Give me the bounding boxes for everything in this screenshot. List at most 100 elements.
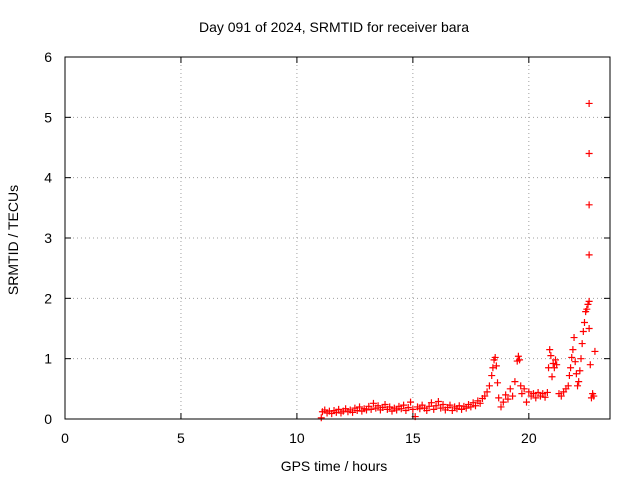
data-point [549, 359, 557, 367]
y-tick-label: 5 [44, 109, 52, 125]
chart-title: Day 091 of 2024, SRMTID for receiver bar… [199, 19, 469, 35]
data-point [407, 398, 415, 406]
data-point [481, 392, 489, 400]
data-point [565, 372, 573, 380]
data-point [425, 402, 433, 410]
data-point [476, 399, 484, 407]
data-point [381, 401, 389, 409]
data-point [585, 150, 593, 158]
data-point [564, 382, 572, 390]
data-point [539, 390, 547, 398]
data-point [362, 406, 370, 414]
data-point [583, 305, 591, 313]
data-point [514, 352, 522, 360]
data-point [488, 372, 496, 380]
data-point [400, 401, 408, 409]
x-axis-label: GPS time / hours [281, 458, 388, 474]
data-point [553, 361, 561, 369]
y-tick-label: 3 [44, 230, 52, 246]
data-point [491, 353, 499, 361]
data-point [397, 405, 405, 413]
data-point [574, 382, 582, 390]
y-tick-label: 1 [44, 351, 52, 367]
grid [65, 57, 610, 419]
data-point [520, 385, 528, 393]
data-point [547, 352, 555, 360]
data-point [427, 399, 435, 407]
data-point [467, 403, 475, 411]
data-point [409, 405, 417, 413]
data-point [495, 394, 503, 402]
x-tick-label: 0 [61, 430, 69, 446]
data-point [568, 353, 576, 361]
y-tick-label: 2 [44, 290, 52, 306]
data-point [494, 379, 502, 387]
data-point [446, 401, 454, 409]
axes: 0 5 10 15 20 0 1 2 3 4 5 6 [44, 49, 611, 446]
data-point [543, 388, 551, 396]
data-point [423, 407, 431, 415]
data-point [532, 394, 540, 402]
data-point [557, 392, 565, 400]
data-point [584, 300, 592, 308]
data-point [590, 392, 598, 400]
data-point [571, 358, 579, 366]
data-point [529, 390, 537, 398]
data-point [455, 402, 463, 410]
data-point [393, 406, 401, 414]
data-point [499, 398, 507, 406]
data-point [525, 388, 533, 396]
data-point [585, 251, 593, 259]
data-point [317, 414, 325, 422]
data-point [579, 328, 587, 336]
data-point [404, 404, 412, 412]
data-point [534, 388, 542, 396]
data-point [356, 403, 364, 411]
data-point [448, 407, 456, 415]
data-point [416, 405, 424, 413]
data-point [523, 398, 531, 406]
data-point [591, 347, 599, 355]
data-point [483, 388, 491, 396]
data-point [567, 364, 575, 372]
data-point [585, 201, 593, 209]
data-point [546, 346, 554, 354]
data-point [504, 395, 512, 403]
y-tick-label: 4 [44, 170, 52, 186]
data-point [386, 403, 394, 411]
data-point [335, 405, 343, 413]
data-point [585, 99, 593, 107]
data-point [432, 402, 440, 410]
data-point [569, 346, 577, 354]
data-point [548, 373, 556, 381]
data-point [367, 405, 375, 413]
y-tick-label: 6 [44, 49, 52, 65]
data-point [577, 355, 585, 363]
x-tick-label: 15 [405, 430, 421, 446]
data-point [509, 392, 517, 400]
data-point [434, 398, 442, 406]
data-point [462, 404, 470, 412]
data-point [517, 382, 525, 390]
data-point [485, 382, 493, 390]
data-point [497, 403, 505, 411]
y-tick-label: 0 [44, 411, 52, 427]
data-point [578, 340, 586, 348]
data-point [374, 402, 382, 410]
data-point [586, 361, 594, 369]
y-axis-label: SRMTID / TECUs [5, 185, 21, 295]
data-point [369, 399, 377, 407]
data-point [353, 407, 361, 415]
data-point [439, 401, 447, 409]
data-point [471, 402, 479, 410]
data-point [437, 404, 445, 412]
x-tick-label: 10 [289, 430, 305, 446]
data-point [552, 356, 559, 364]
data-point [349, 408, 357, 416]
data-point [585, 297, 593, 305]
data-point [580, 318, 588, 326]
data-point [511, 378, 519, 386]
data-series [317, 99, 599, 422]
